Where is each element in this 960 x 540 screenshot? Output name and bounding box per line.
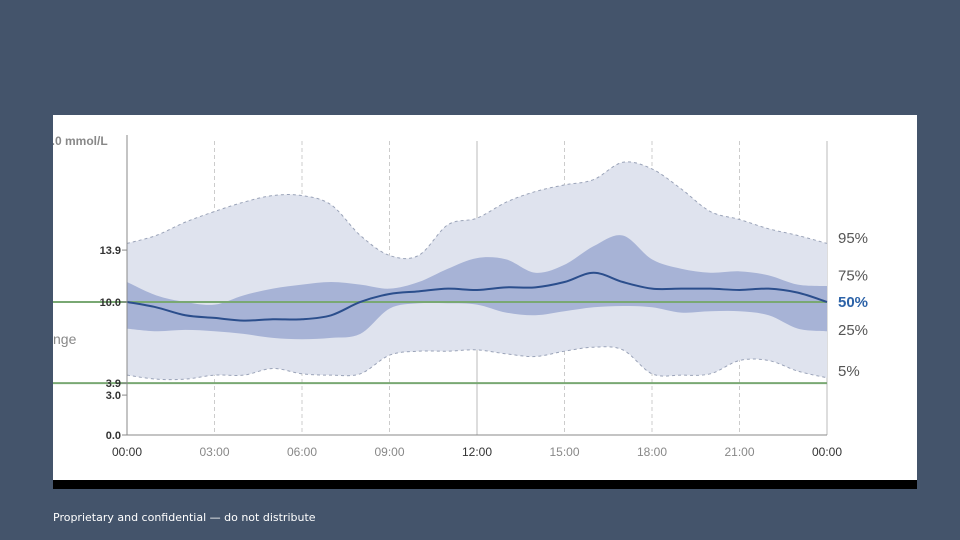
x-tick-label: 21:00 — [724, 445, 754, 459]
y-tick-label: 10.0 — [100, 297, 121, 309]
label-layer: 0.0 3.03.9 10.0 13.9 00:00 03:00 06:00 09:00 12:… — [53, 134, 868, 459]
y-tick-label: 0.0 — [106, 430, 121, 442]
band-25-75 — [127, 235, 827, 340]
band-label-5: 5% — [838, 363, 860, 380]
x-tick-label: 06:00 — [287, 445, 317, 459]
x-tick-label: 12:00 — [462, 445, 492, 459]
x-tick-label: 15:00 — [549, 445, 579, 459]
x-tick-label: 09:00 — [374, 445, 404, 459]
x-tick-label: 00:00 — [112, 445, 142, 459]
glucose-percentile-chart: 0.0 3.03.9 10.0 13.9 00:00 03:00 06:00 09:00 12:… — [53, 134, 868, 459]
x-tick-label: 03:00 — [199, 445, 229, 459]
band-label-50: 50% — [838, 294, 868, 311]
band-label-75: 75% — [838, 267, 868, 284]
x-tick-label: 18:00 — [637, 445, 667, 459]
x-tick-label: 00:00 — [812, 445, 842, 459]
y-tick-label: 3.9 — [106, 378, 121, 390]
line-layer — [53, 271, 828, 385]
series-line-5 — [126, 346, 828, 381]
range-label: nge — [53, 331, 77, 347]
band-label-25: 25% — [838, 322, 868, 339]
band-layer — [126, 161, 828, 381]
axis-layer — [122, 135, 827, 436]
series-line-95 — [126, 161, 828, 260]
band-label-95: 95% — [838, 230, 868, 247]
footer-note: Proprietary and confidential — do not di… — [53, 511, 316, 524]
chart-panel: 0.0 3.0 3.9 10.0 13.9 00:00 03:00 06:00 09:00 12:… — [53, 115, 917, 488]
panel-bottom-bar — [53, 480, 917, 489]
y-tick-label: 13.9 — [100, 245, 121, 257]
y-tick-label: 3.0 — [106, 390, 121, 402]
series-line-50 — [126, 271, 828, 322]
unit-label: 1.0 mmol/L — [53, 134, 108, 148]
